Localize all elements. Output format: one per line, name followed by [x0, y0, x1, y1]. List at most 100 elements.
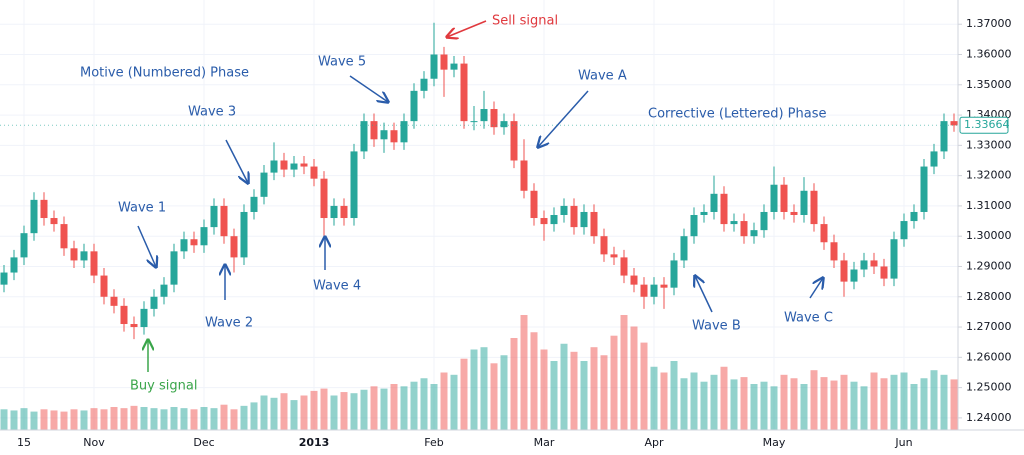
candle-body — [950, 121, 958, 126]
volume-bar — [100, 409, 108, 430]
volume-bar — [190, 409, 198, 430]
volume-bar — [720, 366, 728, 430]
candle-body — [590, 211, 598, 237]
volume-bar — [130, 405, 138, 430]
candle-body — [230, 236, 238, 258]
y-tick-label: 1.27000 — [966, 320, 1012, 333]
candle-body — [270, 160, 278, 173]
annotation: Wave A — [578, 69, 627, 84]
candle-body — [900, 221, 908, 240]
volume-bar — [880, 378, 888, 430]
volume-bar — [530, 332, 538, 430]
volume-bar — [270, 397, 278, 430]
candle-body — [560, 205, 568, 215]
candle-body — [460, 63, 468, 122]
volume-bar — [830, 380, 838, 430]
candle-body — [240, 211, 248, 258]
volume-bar — [640, 342, 648, 430]
candle-body — [550, 215, 558, 225]
arrow — [349, 75, 388, 102]
x-tick-label: Feb — [424, 436, 443, 449]
x-tick-label: Nov — [83, 436, 105, 449]
volume-bar — [630, 326, 638, 430]
candle-body — [40, 199, 48, 219]
annotation: Sell signal — [492, 14, 558, 29]
volume-bar — [390, 384, 398, 430]
candle-body — [520, 160, 528, 191]
volume-bar — [540, 349, 548, 430]
volume-bar — [850, 381, 858, 430]
volume-bar — [60, 411, 68, 430]
volume-bar — [810, 370, 818, 430]
candle-body — [340, 205, 348, 219]
volume-bar — [10, 410, 18, 430]
volume-layer — [0, 315, 958, 430]
candle-body — [250, 196, 258, 212]
volume-bar — [240, 405, 248, 430]
candle-body — [910, 211, 918, 222]
candle-body — [840, 260, 848, 282]
candle-body — [770, 184, 778, 212]
candle-body — [800, 190, 808, 215]
arrow — [809, 278, 823, 299]
candle-body — [420, 78, 428, 91]
candle-body — [750, 230, 758, 237]
candle-body — [350, 151, 358, 219]
volume-bar — [350, 393, 358, 430]
annotation: Corrective (Lettered) Phase — [648, 107, 827, 122]
candle-body — [50, 218, 58, 225]
volume-bar — [180, 408, 188, 430]
candle-body — [400, 121, 408, 143]
candle-body — [490, 109, 498, 128]
volume-bar — [330, 395, 338, 430]
volume-bar — [840, 374, 848, 430]
y-tick-label: 1.28000 — [966, 290, 1012, 303]
candle-body — [310, 166, 318, 179]
volume-bar — [220, 404, 228, 430]
volume-bar — [340, 392, 348, 430]
volume-bar — [20, 408, 28, 430]
volume-bar — [280, 393, 288, 430]
volume-bar — [790, 378, 798, 430]
candle-body — [260, 172, 268, 197]
volume-bar — [90, 408, 98, 430]
x-tick-label: May — [763, 436, 786, 449]
candle-body — [640, 284, 648, 297]
volume-bar — [290, 400, 298, 430]
volume-bar — [680, 378, 688, 430]
candle-body — [320, 178, 328, 219]
grid — [0, 0, 958, 430]
arrow — [137, 225, 156, 267]
candle-body — [470, 121, 478, 123]
y-tick-label: 1.31000 — [966, 199, 1012, 212]
candle-body — [730, 221, 738, 225]
volume-bar — [860, 386, 868, 430]
candle-body — [690, 215, 698, 237]
volume-bar — [50, 410, 58, 430]
candle-layer — [0, 22, 958, 340]
volume-bar — [910, 384, 918, 430]
volume-bar — [300, 395, 308, 430]
volume-bar — [650, 366, 658, 430]
arrow — [225, 139, 248, 183]
last-price-label: 1.33664 — [964, 118, 1010, 131]
candle-body — [110, 296, 118, 306]
annotation: Wave C — [784, 311, 833, 326]
volume-bar — [260, 395, 268, 430]
last-price-tag — [959, 116, 1009, 134]
y-tick-label: 1.26000 — [966, 350, 1012, 363]
volume-bar — [900, 372, 908, 430]
y-tick-label: 1.24000 — [966, 411, 1012, 424]
annotation: Wave B — [692, 319, 741, 334]
candle-body — [70, 248, 78, 261]
volume-bar — [750, 384, 758, 430]
volume-bar — [380, 388, 388, 430]
volume-bar — [370, 386, 378, 430]
candle-body — [480, 109, 488, 122]
volume-bar — [250, 402, 258, 430]
volume-bar — [140, 407, 148, 430]
y-tick-label: 1.25000 — [966, 381, 1012, 394]
volume-bar — [820, 377, 828, 430]
candle-body — [290, 163, 298, 170]
